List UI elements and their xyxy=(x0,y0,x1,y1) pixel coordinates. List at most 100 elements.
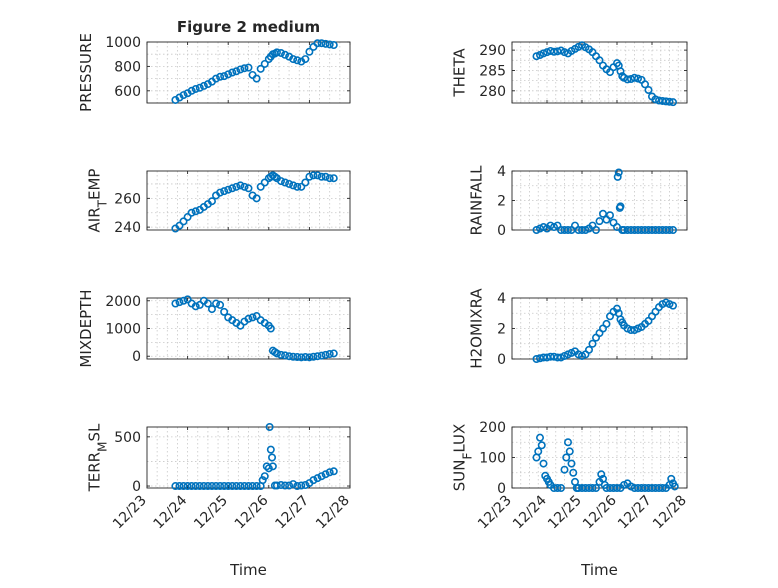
data-point xyxy=(309,352,318,361)
data-point xyxy=(244,482,253,491)
data-point xyxy=(297,353,306,362)
x-tick-label: 12/26 xyxy=(232,492,272,532)
data-point xyxy=(248,482,257,491)
subplot-1: 600 800 1000 PRESSURE Figure 2 medium xyxy=(77,18,351,112)
y-tick-label: 4 xyxy=(497,291,506,307)
data-point xyxy=(244,184,253,193)
data-point xyxy=(187,482,196,491)
data-point xyxy=(614,168,623,177)
data-point xyxy=(301,481,310,490)
data-point xyxy=(266,324,275,333)
y-tick-label: 285 xyxy=(479,63,506,79)
data-point xyxy=(537,441,546,450)
data-point xyxy=(597,470,606,479)
data-point xyxy=(301,353,310,362)
data-point xyxy=(240,182,249,191)
data-point xyxy=(584,345,593,354)
data-point xyxy=(175,221,184,230)
data-point xyxy=(325,40,334,49)
y-axis-label: THETA xyxy=(451,48,469,98)
data-point xyxy=(266,445,275,454)
data-point xyxy=(183,295,192,304)
data-point xyxy=(329,41,338,50)
data-point xyxy=(252,312,261,321)
subplot-6: 0 2 4 H2OMIXRA xyxy=(468,288,688,369)
data-point xyxy=(203,299,212,308)
y-tick-label: 0 xyxy=(497,481,506,497)
grid-lines xyxy=(512,42,687,103)
data-point xyxy=(563,438,572,447)
y-axis-label: H2OMIXRA xyxy=(468,288,486,369)
chart-title: Figure 2 medium xyxy=(177,18,320,36)
y-axis-label: PRESSURE xyxy=(77,33,95,112)
data-point xyxy=(260,472,269,481)
x-axis-label: Time xyxy=(229,561,267,579)
y-axis-label: MIXDEPTH xyxy=(77,289,95,367)
data-point xyxy=(595,217,604,226)
data-point xyxy=(532,354,541,363)
data-point xyxy=(220,482,229,491)
data-point xyxy=(220,187,229,196)
data-point xyxy=(224,185,233,194)
data-point xyxy=(171,299,180,308)
data-point xyxy=(179,91,188,100)
y-tick-label: 4 xyxy=(497,164,506,180)
data-point xyxy=(297,182,306,191)
data-point xyxy=(207,197,216,206)
data-point xyxy=(305,47,314,56)
y-tick-label: 200 xyxy=(479,420,506,436)
data-point xyxy=(640,80,649,89)
data-point xyxy=(191,482,200,491)
data-point xyxy=(598,209,607,218)
x-tick-label: 12/26 xyxy=(580,492,620,532)
data-point xyxy=(665,97,674,106)
y-tick-label: 240 xyxy=(114,220,141,236)
data-point xyxy=(252,482,261,491)
data-point xyxy=(228,68,237,77)
data-point xyxy=(325,468,334,477)
data-point xyxy=(305,353,314,362)
series-markers xyxy=(532,433,679,492)
x-tick-label: 12/25 xyxy=(545,493,585,533)
data-point xyxy=(591,483,600,492)
data-point xyxy=(256,182,265,191)
data-point xyxy=(321,470,330,479)
data-point xyxy=(272,481,281,490)
data-point xyxy=(191,84,200,93)
data-point xyxy=(321,39,330,48)
data-point xyxy=(258,476,267,485)
data-point xyxy=(264,464,273,473)
data-point xyxy=(602,319,611,328)
data-point xyxy=(612,304,621,313)
data-point xyxy=(191,207,200,216)
y-tick-label: 0 xyxy=(497,223,506,239)
data-point xyxy=(281,50,290,59)
x-tick-label: 12/27 xyxy=(615,493,655,533)
y-tick-label: 2000 xyxy=(105,294,141,310)
grid-lines xyxy=(147,427,350,488)
data-point xyxy=(313,39,322,48)
subplot-2: 280 285 290 THETA xyxy=(451,41,688,107)
data-point xyxy=(605,211,614,220)
data-point xyxy=(252,74,261,83)
data-point xyxy=(207,482,216,491)
y-tick-label: 0 xyxy=(132,479,141,495)
data-point xyxy=(212,299,221,308)
data-point xyxy=(285,179,294,188)
y-axis-label: AIRTEMP xyxy=(86,169,110,233)
data-point xyxy=(240,64,249,73)
data-point xyxy=(553,353,562,362)
data-point xyxy=(179,217,188,226)
data-point xyxy=(567,459,576,468)
series-markers xyxy=(171,295,338,362)
series-markers xyxy=(532,41,677,107)
data-point xyxy=(309,171,318,180)
data-point xyxy=(668,301,677,310)
data-point xyxy=(553,483,562,492)
data-point xyxy=(633,74,642,83)
data-point xyxy=(220,307,229,316)
data-point xyxy=(224,482,233,491)
data-point xyxy=(293,482,302,491)
data-point xyxy=(191,302,200,311)
